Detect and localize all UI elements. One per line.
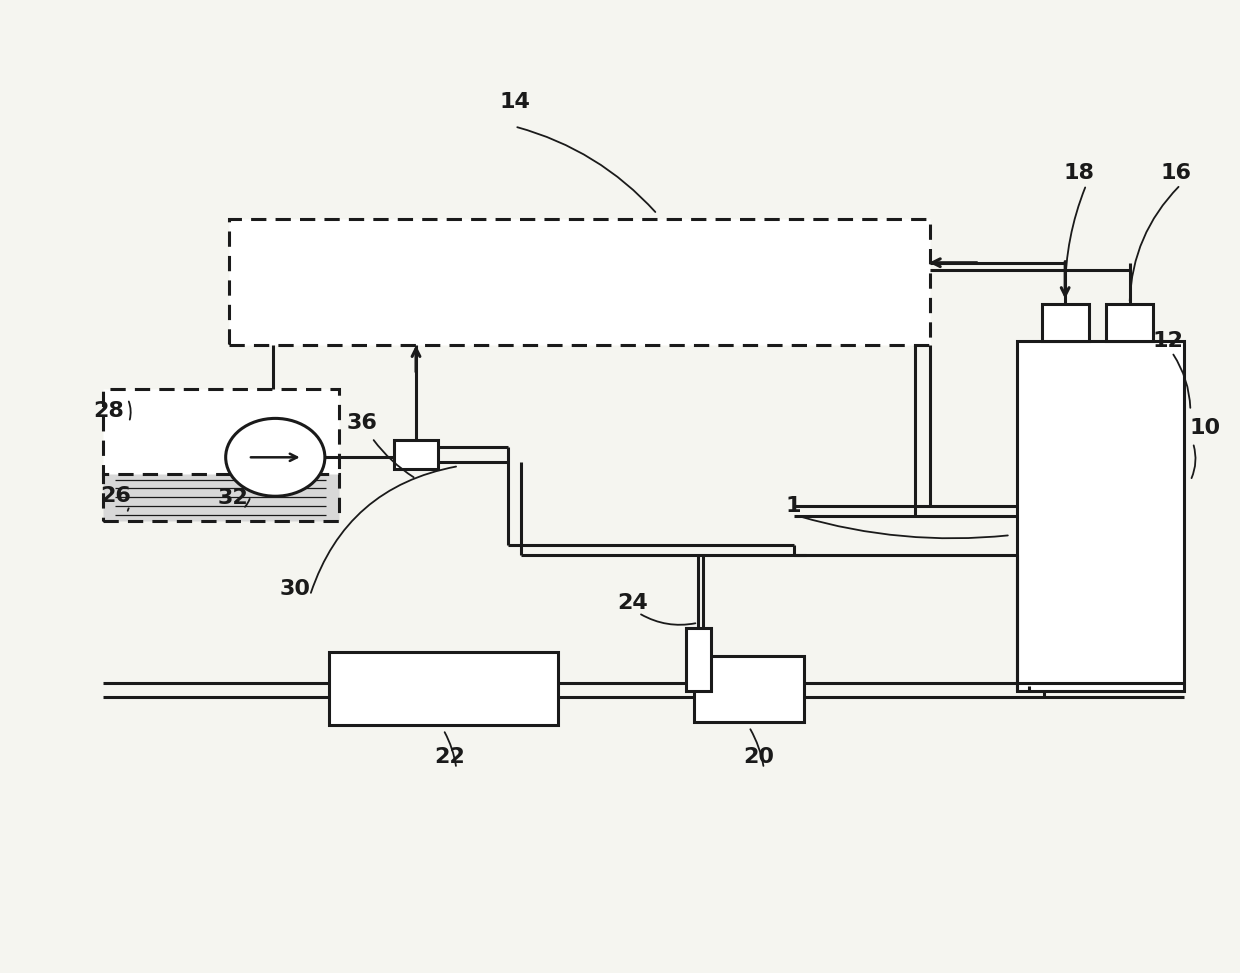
Text: 22: 22 [435,747,465,767]
Text: 1: 1 [786,496,801,516]
Text: 36: 36 [347,414,377,433]
Bar [103,389,339,477]
Text: 32: 32 [218,488,248,508]
Bar [229,219,930,345]
Bar [694,656,804,722]
Text: 26: 26 [100,486,130,506]
Text: 18: 18 [1063,163,1094,183]
Bar [686,628,711,691]
Bar [329,652,558,725]
Text: 24: 24 [618,594,647,613]
Bar [394,440,438,469]
Bar [103,474,339,521]
Text: 14: 14 [500,92,529,112]
Text: 20: 20 [744,747,774,767]
Text: 10: 10 [1189,418,1221,438]
Bar [1042,304,1089,341]
Bar [1017,341,1184,691]
Text: 28: 28 [94,401,124,420]
Circle shape [226,418,325,496]
Text: 16: 16 [1161,163,1190,183]
Bar [1106,304,1153,341]
Text: 12: 12 [1153,331,1183,350]
Text: 30: 30 [280,579,310,598]
